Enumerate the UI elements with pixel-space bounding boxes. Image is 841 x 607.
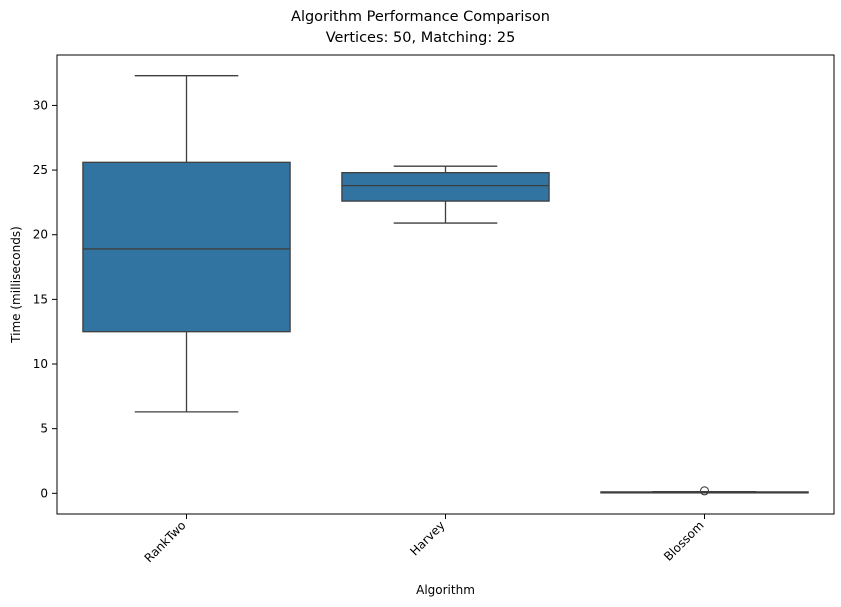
iqr-box [82, 161, 291, 333]
y-tick-label: 15 [33, 292, 48, 306]
box-blossom [600, 486, 809, 496]
x-tick-label: RankTwo [142, 518, 189, 565]
y-tick-label: 5 [40, 422, 48, 436]
chart-subtitle: Vertices: 50, Matching: 25 [325, 30, 516, 46]
y-tick-label: 0 [40, 486, 48, 500]
plot-area [82, 75, 809, 496]
box-ranktwo [82, 75, 291, 413]
x-axis-label: Algorithm [416, 583, 475, 597]
y-tick-label: 25 [33, 163, 48, 177]
outlier-point [699, 486, 710, 496]
plot-frame [56, 54, 835, 515]
y-tick-label: 20 [33, 228, 48, 242]
x-tick-label: Blossom [661, 518, 707, 564]
x-tick-label: Harvey [407, 518, 447, 558]
y-tick-label: 10 [33, 357, 48, 371]
y-tick-label: 30 [33, 98, 48, 112]
box-harvey [341, 165, 550, 224]
chart-title: Algorithm Performance Comparison [291, 9, 550, 25]
iqr-box [341, 172, 550, 202]
y-axis-label: Time (milliseconds) [9, 226, 23, 344]
